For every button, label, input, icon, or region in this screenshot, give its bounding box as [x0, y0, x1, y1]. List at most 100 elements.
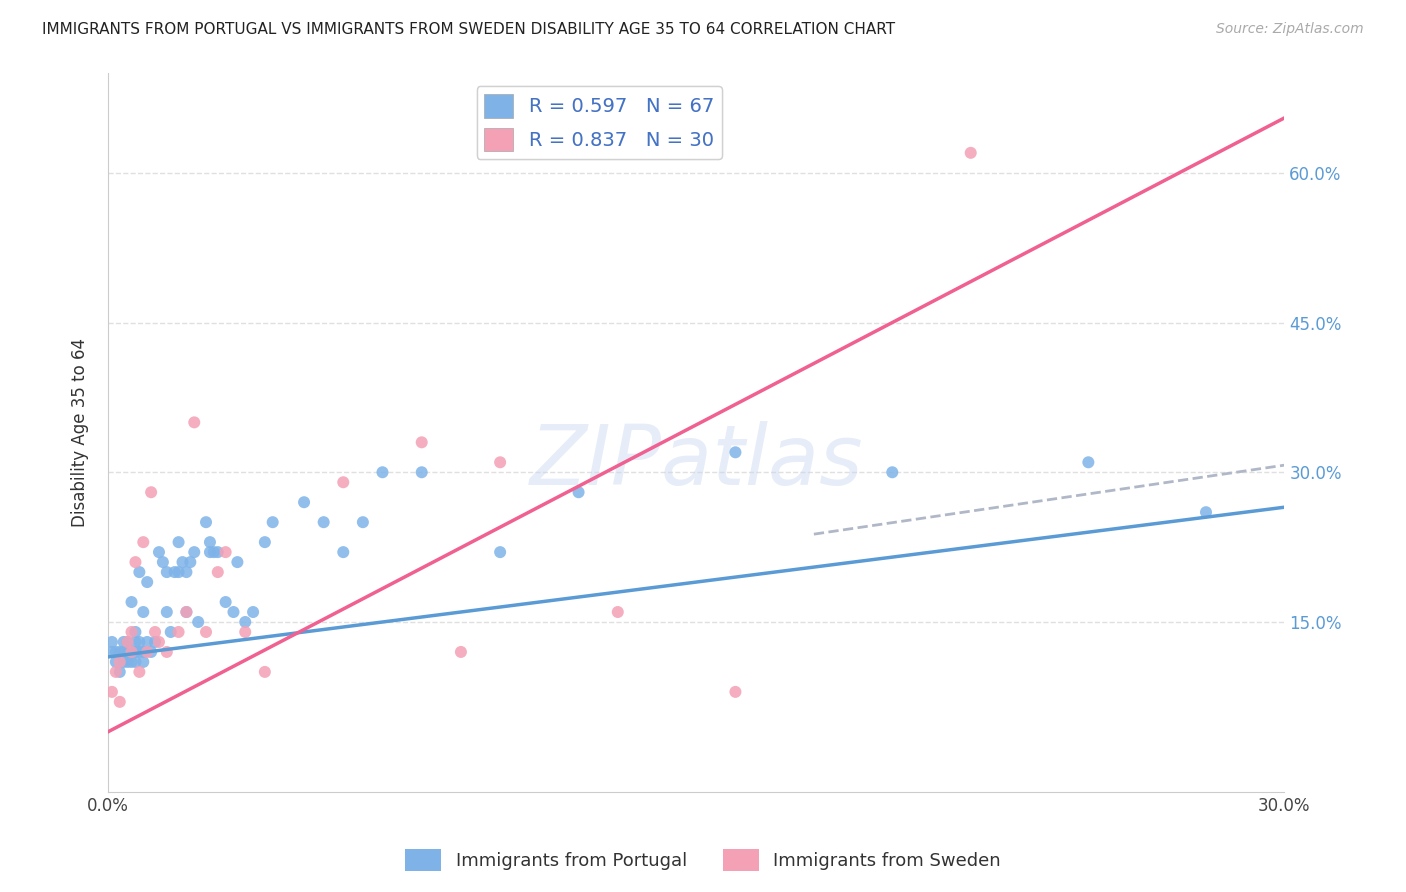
- Point: [202, 545, 225, 559]
- Point: [292, 495, 315, 509]
- Point: [101, 685, 124, 699]
- Point: [128, 645, 150, 659]
- Point: [112, 635, 135, 649]
- Point: [214, 545, 236, 559]
- Point: [233, 625, 256, 640]
- Point: [156, 565, 179, 579]
- Point: [121, 625, 143, 640]
- Point: [183, 545, 205, 559]
- Point: [163, 565, 186, 579]
- Point: [117, 635, 139, 649]
- Point: [214, 595, 236, 609]
- Point: [176, 565, 198, 579]
- Point: [117, 645, 139, 659]
- Point: [108, 645, 131, 659]
- Point: [411, 465, 433, 479]
- Point: [136, 645, 159, 659]
- Point: [136, 575, 159, 590]
- Point: [167, 535, 190, 549]
- Point: [959, 145, 981, 160]
- Point: [195, 515, 218, 529]
- Point: [411, 435, 433, 450]
- Point: [159, 625, 181, 640]
- Point: [183, 415, 205, 429]
- Point: [156, 605, 179, 619]
- Point: [253, 665, 276, 679]
- Point: [222, 605, 245, 619]
- Point: [104, 665, 127, 679]
- Point: [233, 615, 256, 629]
- Text: ZIPatlas: ZIPatlas: [530, 421, 863, 501]
- Point: [198, 535, 221, 549]
- Point: [128, 565, 150, 579]
- Point: [124, 625, 146, 640]
- Point: [489, 455, 512, 469]
- Point: [152, 555, 174, 569]
- Text: Source: ZipAtlas.com: Source: ZipAtlas.com: [1216, 22, 1364, 37]
- Point: [882, 465, 904, 479]
- Point: [226, 555, 249, 569]
- Point: [172, 555, 194, 569]
- Point: [371, 465, 394, 479]
- Point: [101, 635, 124, 649]
- Point: [132, 655, 155, 669]
- Point: [121, 645, 143, 659]
- Point: [108, 695, 131, 709]
- Point: [724, 685, 747, 699]
- Legend: R = 0.597   N = 67, R = 0.837   N = 30: R = 0.597 N = 67, R = 0.837 N = 30: [477, 87, 723, 159]
- Point: [148, 635, 170, 649]
- Point: [136, 635, 159, 649]
- Point: [567, 485, 589, 500]
- Point: [124, 645, 146, 659]
- Point: [195, 625, 218, 640]
- Point: [332, 545, 354, 559]
- Point: [121, 655, 143, 669]
- Point: [117, 635, 139, 649]
- Point: [108, 655, 131, 669]
- Text: IMMIGRANTS FROM PORTUGAL VS IMMIGRANTS FROM SWEDEN DISABILITY AGE 35 TO 64 CORRE: IMMIGRANTS FROM PORTUGAL VS IMMIGRANTS F…: [42, 22, 896, 37]
- Point: [262, 515, 284, 529]
- Point: [450, 645, 472, 659]
- Point: [606, 605, 628, 619]
- Point: [167, 625, 190, 640]
- Point: [1077, 455, 1099, 469]
- Y-axis label: Disability Age 35 to 64: Disability Age 35 to 64: [72, 338, 89, 527]
- Point: [121, 595, 143, 609]
- Point: [724, 445, 747, 459]
- Point: [139, 645, 162, 659]
- Point: [117, 655, 139, 669]
- Point: [1195, 505, 1218, 519]
- Point: [148, 545, 170, 559]
- Point: [112, 655, 135, 669]
- Point: [198, 545, 221, 559]
- Point: [207, 565, 229, 579]
- Point: [176, 605, 198, 619]
- Point: [128, 635, 150, 649]
- Point: [187, 615, 209, 629]
- Point: [139, 485, 162, 500]
- Point: [179, 555, 201, 569]
- Point: [253, 535, 276, 549]
- Point: [108, 665, 131, 679]
- Point: [167, 565, 190, 579]
- Point: [242, 605, 264, 619]
- Point: [124, 555, 146, 569]
- Point: [124, 635, 146, 649]
- Point: [124, 655, 146, 669]
- Point: [128, 665, 150, 679]
- Point: [332, 475, 354, 490]
- Point: [489, 545, 512, 559]
- Point: [143, 635, 166, 649]
- Point: [352, 515, 374, 529]
- Point: [132, 605, 155, 619]
- Point: [104, 645, 127, 659]
- Point: [121, 645, 143, 659]
- Legend: Immigrants from Portugal, Immigrants from Sweden: Immigrants from Portugal, Immigrants fro…: [398, 842, 1008, 879]
- Point: [207, 545, 229, 559]
- Point: [101, 645, 124, 659]
- Point: [132, 645, 155, 659]
- Point: [156, 645, 179, 659]
- Point: [312, 515, 335, 529]
- Point: [112, 645, 135, 659]
- Point: [143, 625, 166, 640]
